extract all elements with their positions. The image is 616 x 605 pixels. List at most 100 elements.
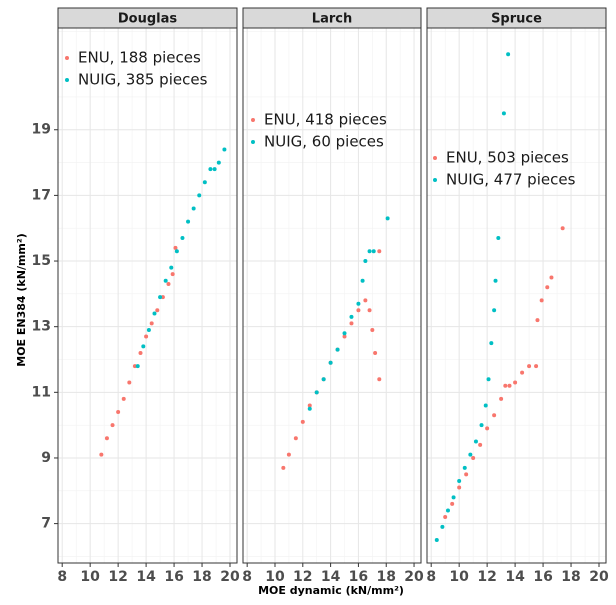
point: [527, 364, 532, 369]
point: [99, 452, 104, 457]
point: [492, 308, 497, 313]
x-tick-label: 14: [321, 569, 341, 585]
point: [434, 538, 439, 543]
legend-label: NUIG, 477 pieces: [446, 171, 576, 189]
point: [300, 419, 305, 424]
point: [141, 344, 146, 349]
point: [468, 452, 473, 457]
point: [367, 249, 372, 254]
point: [121, 396, 126, 401]
point: [534, 364, 539, 369]
point: [349, 321, 354, 326]
point: [174, 249, 179, 254]
panel-border: [426, 27, 607, 564]
strip: [57, 7, 238, 29]
point: [451, 495, 456, 500]
point: [356, 301, 361, 306]
point: [349, 314, 354, 319]
point: [104, 436, 109, 441]
point: [485, 426, 490, 431]
point: [513, 380, 518, 385]
point: [152, 311, 157, 316]
point: [367, 308, 372, 313]
point: [158, 295, 163, 300]
point: [191, 206, 196, 211]
point: [222, 147, 227, 152]
point: [170, 272, 175, 277]
legend-label: ENU, 503 pieces: [446, 149, 569, 167]
strip-title: Douglas: [118, 12, 178, 27]
x-tick-label: 16: [164, 569, 183, 585]
point: [342, 334, 347, 339]
point: [197, 193, 202, 198]
strip-title: Spruce: [491, 12, 542, 27]
point: [450, 501, 455, 506]
point: [503, 383, 508, 388]
point: [342, 331, 347, 336]
x-tick-label: 10: [265, 569, 285, 585]
x-tick-label: 8: [242, 569, 252, 585]
point: [535, 318, 540, 323]
point: [370, 327, 375, 332]
point: [149, 321, 154, 326]
legend-key: [251, 118, 255, 122]
point: [160, 295, 165, 300]
legend-key: [251, 140, 255, 144]
y-tick-label: 17: [32, 187, 51, 203]
point: [163, 278, 168, 283]
y-tick-label: 15: [32, 253, 51, 269]
strip-title: Larch: [312, 12, 352, 27]
point: [385, 216, 390, 221]
x-tick-label: 12: [293, 569, 312, 585]
point: [486, 377, 491, 382]
point: [457, 478, 462, 483]
legend-label: ENU, 418 pieces: [264, 111, 387, 129]
point: [212, 167, 217, 172]
point: [473, 439, 478, 444]
legend-label: NUIG, 385 pieces: [78, 71, 208, 89]
point: [445, 508, 450, 513]
point: [155, 308, 160, 313]
point: [377, 377, 382, 382]
point: [373, 350, 378, 355]
y-tick-label: 19: [32, 122, 51, 138]
point: [307, 403, 312, 408]
x-tick-label: 20: [220, 569, 240, 585]
point: [478, 442, 483, 447]
point: [483, 403, 488, 408]
y-axis-title: MOE EN384 (kN/mm²): [15, 233, 28, 367]
point: [328, 360, 333, 365]
point: [286, 452, 291, 457]
point: [138, 350, 143, 355]
point: [479, 423, 484, 428]
x-tick-label: 10: [80, 569, 100, 585]
point: [496, 236, 501, 241]
x-tick-label: 12: [477, 569, 496, 585]
point: [132, 364, 137, 369]
x-tick-label: 16: [349, 569, 368, 585]
point: [440, 524, 445, 529]
strip: [242, 7, 422, 29]
y-tick-label: 9: [41, 450, 51, 466]
point: [489, 341, 494, 346]
x-tick-label: 18: [192, 569, 211, 585]
point: [127, 380, 132, 385]
x-tick-label: 20: [589, 569, 609, 585]
legend-label: NUIG, 60 pieces: [264, 133, 384, 151]
x-tick-label: 16: [533, 569, 552, 585]
point: [443, 515, 448, 520]
legend-key: [65, 78, 69, 82]
point: [186, 219, 191, 224]
point: [146, 327, 151, 332]
panel-border: [242, 27, 422, 564]
point: [356, 308, 361, 313]
y-tick-label: 7: [41, 516, 51, 532]
point: [335, 347, 340, 352]
point: [371, 249, 376, 254]
point: [216, 160, 221, 165]
x-tick-label: 12: [108, 569, 127, 585]
point: [307, 406, 312, 411]
point: [545, 285, 550, 290]
point: [169, 265, 174, 270]
legend-key: [433, 156, 437, 160]
